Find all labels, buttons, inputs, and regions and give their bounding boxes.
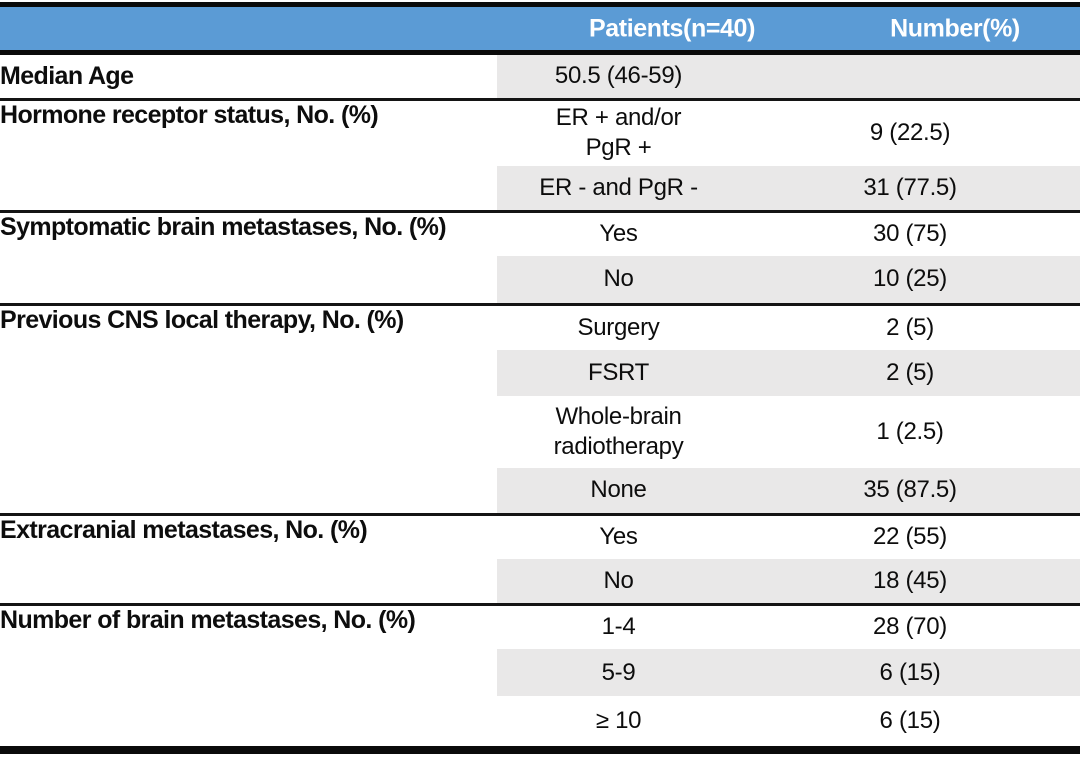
table-header-row: Patients(n=40) Number(%) — [0, 7, 1080, 50]
cell-patients: 50.5 (46-59) — [497, 55, 740, 99]
table-row: Number of brain metastases, No. (%) 1-4 … — [0, 602, 1080, 746]
cell-patients: Yes — [497, 209, 740, 256]
table-row: No 18 (45) — [0, 559, 1080, 604]
row-label-symptomatic: Symptomatic brain metastases, No. (%) — [0, 209, 497, 304]
cell-patients: No — [497, 559, 740, 604]
table-row: Median Age 50.5 (46-59) — [0, 55, 1080, 99]
cell-number: 6 (15) — [879, 707, 941, 734]
row-label-hormone-receptor: Hormone receptor status, No. (%) — [0, 97, 497, 211]
row-label-median-age: Median Age — [0, 55, 497, 99]
table-body: Median Age 50.5 (46-59) Hormone receptor… — [0, 55, 1080, 746]
cell-number: 28 (70) — [740, 602, 1080, 649]
table-row: Extracranial metastases, No. (%) Yes 22 … — [0, 512, 1080, 604]
row-label-previous-cns: Previous CNS local therapy, No. (%) — [0, 302, 497, 514]
cell-number: 6 (15) — [740, 649, 1080, 696]
cell-patients: 5-9 — [497, 649, 740, 696]
table-bottom-border — [0, 746, 1080, 754]
row-label-number-brain-mets: Number of brain metastases, No. (%) — [0, 602, 497, 746]
table-row: ER - and PgR - 31 (77.5) — [0, 166, 1080, 211]
table-row: Symptomatic brain metastases, No. (%) Ye… — [0, 209, 1080, 304]
table-row: FSRT 2 (5) — [0, 350, 1080, 396]
cell-patients: ≥ 10 — [595, 707, 642, 734]
cell-number: 10 (25) — [740, 256, 1080, 304]
cell-patients: FSRT — [497, 350, 740, 396]
cell-number: 18 (45) — [740, 559, 1080, 604]
cell-number: 9 (22.5) — [740, 97, 1080, 166]
header-number: Number(%) — [890, 14, 1020, 42]
header-patients: Patients(n=40) — [589, 14, 755, 42]
row-label-extracranial: Extracranial metastases, No. (%) — [0, 512, 497, 604]
table-top-border — [0, 2, 1080, 7]
table-row: Whole-brain radiotherapy 1 (2.5) — [0, 396, 1080, 468]
cell-patients: No — [497, 256, 740, 304]
table-row: 5-9 6 (15) — [0, 649, 1080, 696]
cell-number: 31 (77.5) — [740, 166, 1080, 211]
cell-number: 30 (75) — [740, 209, 1080, 256]
cell-number: 2 (5) — [740, 302, 1080, 350]
cell-number: 2 (5) — [740, 350, 1080, 396]
table-row: Previous CNS local therapy, No. (%) Surg… — [0, 302, 1080, 514]
header-underline — [0, 50, 1080, 55]
cell-patients: ER + and/or PgR + — [497, 97, 740, 166]
cell-patients: Whole-brain radiotherapy — [553, 403, 684, 460]
cell-patients: Yes — [497, 512, 740, 559]
cell-patients: None — [497, 468, 740, 514]
cell-patients: Surgery — [497, 302, 740, 350]
cell-number — [740, 55, 1080, 99]
cell-number: 22 (55) — [740, 512, 1080, 559]
cell-number: 35 (87.5) — [740, 468, 1080, 514]
table-row: No 10 (25) — [0, 256, 1080, 304]
cell-patients: ER - and PgR - — [497, 166, 740, 211]
cell-number: 1 (2.5) — [876, 418, 944, 445]
table-row: ≥ 10 6 (15) — [0, 696, 1080, 746]
table-row: None 35 (87.5) — [0, 468, 1080, 514]
cell-patients: 1-4 — [497, 602, 740, 649]
table-row: Hormone receptor status, No. (%) ER + an… — [0, 97, 1080, 211]
